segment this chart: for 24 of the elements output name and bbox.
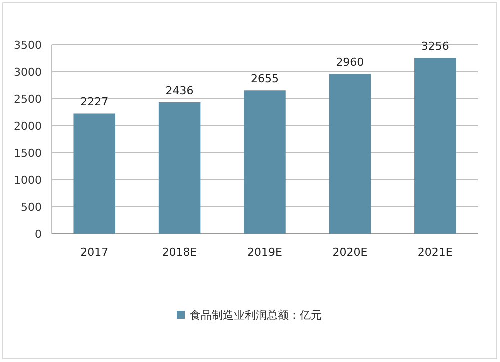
data-label: 2960 bbox=[336, 56, 364, 70]
x-tick-label: 2018E bbox=[162, 246, 198, 259]
bar bbox=[158, 102, 201, 234]
x-tick-label: 2020E bbox=[332, 246, 368, 259]
bar bbox=[244, 90, 286, 234]
x-tick-label: 2019E bbox=[248, 246, 283, 259]
bar bbox=[74, 114, 116, 234]
x-tick-label: 2021E bbox=[418, 246, 453, 259]
y-tick-label: 3000 bbox=[14, 66, 42, 79]
y-tick-label: 3500 bbox=[14, 39, 42, 52]
data-label: 2655 bbox=[251, 72, 279, 86]
y-tick-label: 2000 bbox=[14, 120, 42, 133]
bar bbox=[414, 58, 456, 234]
bar bbox=[329, 74, 372, 234]
legend-label: 食品制造业利润总额：亿元 bbox=[190, 309, 322, 322]
data-label: 3256 bbox=[421, 40, 450, 54]
data-label: 2436 bbox=[166, 84, 194, 98]
data-label: 2227 bbox=[80, 96, 109, 109]
y-tick-label: 500 bbox=[21, 201, 42, 214]
y-tick-label: 0 bbox=[35, 228, 42, 241]
x-tick-label: 2017 bbox=[80, 246, 109, 259]
y-tick-label: 1500 bbox=[14, 147, 42, 160]
y-tick-label: 2500 bbox=[14, 93, 42, 106]
y-tick-label: 1000 bbox=[14, 174, 42, 187]
